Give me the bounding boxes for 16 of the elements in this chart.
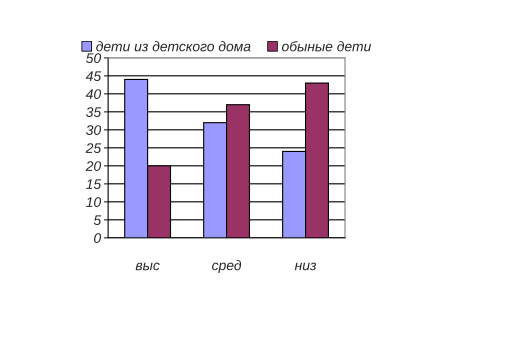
x-tick-label: сред (212, 260, 242, 274)
y-tick-label: 10 (86, 197, 102, 208)
y-tick-label: 45 (86, 71, 102, 82)
y-tick-label: 5 (94, 215, 102, 226)
y-tick-label: 25 (86, 143, 102, 154)
y-tick-label: 50 (86, 53, 102, 64)
x-tick-label: выс (136, 262, 160, 270)
y-tick-label: 40 (86, 89, 102, 100)
x-tick-label: низ (294, 262, 316, 270)
legend-label: обыные дети (282, 41, 372, 52)
y-tick-label: 15 (86, 179, 102, 190)
y-tick-label: 30 (86, 125, 102, 136)
legend-label: дети из детского дома (96, 41, 251, 52)
y-tick-label: 20 (86, 161, 102, 172)
y-tick-label: 35 (86, 107, 102, 118)
y-tick-label: 0 (94, 233, 102, 244)
